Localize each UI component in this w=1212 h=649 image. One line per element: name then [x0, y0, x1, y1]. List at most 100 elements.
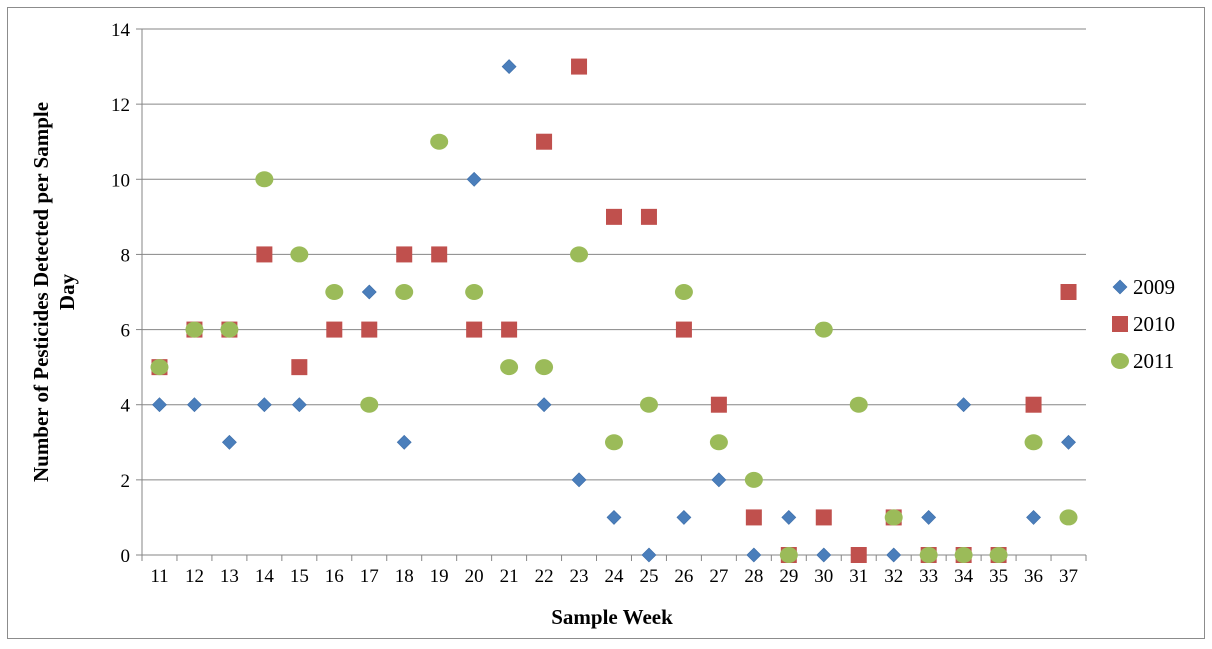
- data-point-2009: [466, 171, 482, 187]
- y-tick-label: 8: [121, 245, 131, 266]
- data-point-2010: [745, 509, 762, 526]
- data-point-2009: [711, 472, 727, 488]
- data-point-2011: [1024, 434, 1043, 451]
- x-tick-label: 17: [360, 566, 379, 587]
- y-tick-label: 4: [121, 396, 131, 417]
- data-point-2011: [709, 434, 728, 451]
- x-tick-label: 11: [150, 566, 168, 587]
- data-point-2009: [921, 510, 937, 525]
- chart-area: [7, 7, 1205, 639]
- data-point-2011: [500, 359, 519, 376]
- data-point-2011: [814, 321, 833, 338]
- data-point-2010: [291, 359, 308, 376]
- x-axis-title: Sample Week: [551, 605, 673, 629]
- legend: 2009 2010 2011: [1111, 275, 1175, 373]
- data-point-2011: [674, 284, 693, 300]
- x-tick-label: 15: [290, 566, 309, 587]
- x-tick-labels: 11 12 13 14 15 16 17 18 19 20 21 22 23 24 25 26 27 28 29 30…: [150, 566, 1078, 587]
- x-tick-label: 13: [220, 566, 239, 587]
- legend-marker-2009: [1112, 279, 1128, 295]
- data-point-2011: [570, 246, 589, 263]
- x-tick-label: 12: [185, 566, 204, 587]
- data-point-2011: [779, 547, 798, 563]
- y-axis-title: Number of Pesticides Detected per Sample…: [29, 102, 79, 482]
- data-point-2010: [466, 321, 483, 338]
- data-point-2009: [781, 510, 797, 525]
- data-point-2011: [150, 359, 169, 376]
- data-point-2011: [535, 359, 554, 376]
- data-point-2009: [641, 547, 657, 563]
- data-point-2009: [571, 472, 587, 488]
- data-point-2009: [221, 434, 237, 450]
- x-tick-label: 32: [884, 566, 903, 587]
- data-point-2010: [606, 208, 622, 225]
- y-tick-label: 6: [121, 321, 131, 342]
- data-point-2009: [187, 397, 202, 413]
- data-point-2011: [185, 321, 204, 338]
- y-tick-labels: 0 2 4 6 8 10 12 14: [111, 20, 131, 567]
- data-points: [150, 58, 1078, 563]
- x-tick-label: 30: [814, 566, 833, 587]
- data-point-2009: [746, 547, 762, 563]
- data-point-2009: [501, 59, 517, 74]
- axes: [136, 28, 1087, 561]
- data-point-2010: [256, 246, 273, 263]
- data-point-2011: [605, 434, 623, 451]
- data-point-2010: [1025, 396, 1042, 413]
- data-point-2010: [536, 133, 553, 150]
- data-point-2011: [360, 396, 379, 413]
- y-tick-label: 10: [111, 170, 130, 191]
- data-point-2009: [152, 397, 167, 413]
- data-point-2010: [361, 321, 378, 338]
- data-point-2010: [396, 246, 413, 263]
- data-point-2010: [710, 396, 727, 413]
- x-tick-label: 23: [570, 566, 589, 587]
- data-point-2011: [1059, 509, 1078, 526]
- data-point-2009: [956, 397, 972, 413]
- data-point-2011: [989, 547, 1008, 563]
- data-point-2011: [954, 547, 973, 563]
- data-point-2011: [639, 396, 658, 413]
- x-tick-label: 31: [849, 566, 868, 587]
- data-point-2011: [325, 284, 344, 300]
- data-point-2010: [326, 321, 343, 338]
- x-tick-label: 33: [919, 566, 938, 587]
- x-tick-label: 24: [605, 566, 625, 587]
- x-tick-label: 27: [709, 566, 728, 587]
- data-point-2011: [849, 396, 868, 413]
- data-point-2009: [676, 510, 692, 525]
- data-point-2010: [1060, 284, 1077, 300]
- y-tick-label: 12: [111, 95, 130, 116]
- y-tick-label: 2: [121, 471, 131, 492]
- legend-marker-2010: [1112, 316, 1128, 332]
- data-point-2010: [675, 321, 692, 338]
- data-point-2011: [919, 547, 938, 563]
- data-point-2011: [884, 509, 903, 526]
- x-tick-label: 19: [430, 566, 449, 587]
- data-point-2011: [395, 284, 414, 300]
- legend-label: 2011: [1133, 349, 1174, 373]
- x-tick-label: 35: [989, 566, 1008, 587]
- data-point-2010: [501, 321, 518, 338]
- data-point-2009: [536, 397, 552, 413]
- data-point-2009: [606, 510, 622, 525]
- legend-marker-2011: [1111, 353, 1129, 369]
- x-tick-label: 20: [465, 566, 484, 587]
- data-point-2009: [1026, 510, 1041, 525]
- data-point-2009: [256, 397, 272, 413]
- x-tick-label: 16: [325, 566, 344, 587]
- y-tick-label: 14: [111, 20, 131, 41]
- data-point-2011: [255, 171, 274, 188]
- x-tick-label: 22: [535, 566, 554, 587]
- x-tick-label: 21: [500, 566, 519, 587]
- y-tick-label: 0: [121, 546, 131, 567]
- x-tick-label: 34: [954, 566, 974, 587]
- data-point-2010: [815, 509, 832, 526]
- data-point-2009: [396, 434, 412, 450]
- x-tick-label: 36: [1024, 566, 1043, 587]
- data-point-2010: [571, 58, 588, 75]
- data-point-2010: [431, 246, 448, 263]
- data-point-2010: [850, 547, 867, 563]
- data-point-2011: [744, 471, 763, 488]
